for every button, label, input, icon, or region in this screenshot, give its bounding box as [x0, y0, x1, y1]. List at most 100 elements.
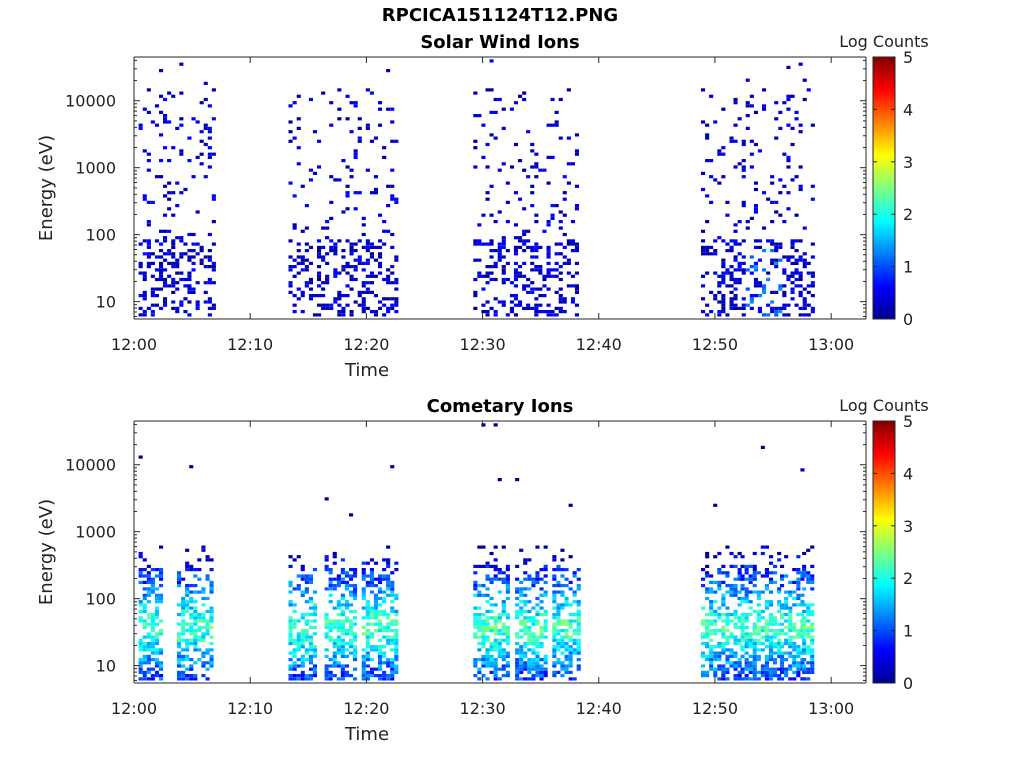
data-cell: [546, 268, 551, 272]
data-cell: [489, 59, 494, 63]
data-cell: [489, 213, 494, 217]
data-cell: [146, 580, 151, 584]
data-cell: [764, 619, 769, 623]
data-cell: [564, 635, 569, 639]
data-cell: [390, 635, 395, 639]
data-cell: [390, 580, 395, 584]
data-cell: [497, 571, 502, 575]
data-cell: [721, 580, 726, 584]
data-cell: [782, 101, 787, 105]
x-tick-label: 12:30: [460, 699, 506, 718]
data-cell: [390, 590, 395, 594]
data-cell: [340, 577, 345, 581]
data-cell: [531, 606, 536, 610]
data-cell: [159, 667, 164, 671]
data-cell: [473, 114, 478, 118]
data-cell: [373, 616, 378, 620]
data-cell: [193, 590, 198, 594]
data-cell: [177, 603, 182, 607]
data-cell: [185, 590, 190, 594]
data-cell: [336, 606, 341, 610]
data-cell: [340, 603, 345, 607]
data-cell: [497, 677, 502, 681]
data-cell: [552, 568, 557, 572]
data-cell: [764, 667, 769, 671]
data-cell: [550, 274, 555, 278]
data-cell: [394, 619, 399, 623]
data-cell: [373, 613, 378, 617]
data-cell: [485, 616, 490, 620]
data-cell: [773, 632, 778, 636]
data-cell: [308, 613, 313, 617]
data-cell: [292, 294, 297, 298]
data-cell: [800, 593, 805, 597]
data-cell: [191, 117, 196, 121]
data-cell: [349, 645, 354, 649]
data-cell: [744, 635, 749, 639]
data-cell: [574, 249, 579, 253]
data-cell: [163, 300, 168, 304]
data-cell: [539, 664, 544, 668]
data-cell: [181, 596, 186, 601]
data-cell: [534, 310, 539, 314]
data-cell: [341, 249, 346, 253]
data-cell: [390, 281, 395, 285]
data-cell: [477, 584, 482, 588]
data-cell: [489, 577, 494, 581]
data-cell: [138, 600, 143, 604]
data-cell: [304, 574, 309, 578]
data-cell: [324, 635, 329, 639]
data-cell: [142, 587, 147, 591]
data-cell: [527, 661, 532, 665]
data-cell: [752, 571, 757, 575]
data-cell: [344, 654, 349, 658]
data-cell: [717, 645, 722, 649]
data-cell: [163, 252, 168, 256]
data-cell: [538, 310, 543, 314]
data-cell: [741, 142, 746, 147]
data-cell: [721, 667, 726, 671]
data-cell: [203, 300, 208, 304]
data-cell: [526, 239, 531, 243]
data-cell: [369, 616, 374, 620]
data-cell: [288, 584, 293, 588]
data-cell: [317, 139, 322, 143]
data-cell: [369, 580, 374, 584]
data-cell: [576, 587, 581, 591]
data-cell: [721, 239, 726, 243]
data-cell: [304, 677, 309, 681]
data-cell: [345, 261, 350, 265]
data-cell: [209, 619, 214, 623]
data-cell: [552, 654, 557, 658]
data-cell: [497, 616, 502, 620]
data-cell: [394, 593, 399, 597]
data-cell: [181, 606, 186, 610]
data-cell: [530, 268, 535, 272]
data-cell: [782, 255, 787, 259]
data-cell: [146, 152, 151, 156]
data-cell: [810, 580, 815, 584]
data-cell: [513, 313, 518, 317]
data-cell: [773, 658, 778, 662]
data-cell: [485, 313, 490, 317]
data-cell: [534, 268, 539, 272]
data-cell: [796, 603, 801, 607]
data-cell: [481, 664, 486, 668]
data-cell: [526, 277, 531, 282]
data-cell: [332, 619, 337, 623]
data-cell: [505, 629, 510, 633]
data-cell: [749, 294, 754, 298]
data-cell: [729, 551, 734, 556]
data-cell: [154, 255, 159, 259]
data-cell: [566, 239, 571, 243]
data-cell: [780, 670, 785, 674]
data-cell: [709, 175, 714, 179]
data-cell: [792, 580, 797, 584]
data-cell: [554, 306, 559, 310]
data-cell: [340, 677, 345, 681]
data-cell: [519, 587, 524, 591]
data-cell: [382, 577, 387, 581]
data-cell: [764, 664, 769, 668]
data-cell: [308, 645, 313, 649]
data-cell: [505, 580, 510, 584]
